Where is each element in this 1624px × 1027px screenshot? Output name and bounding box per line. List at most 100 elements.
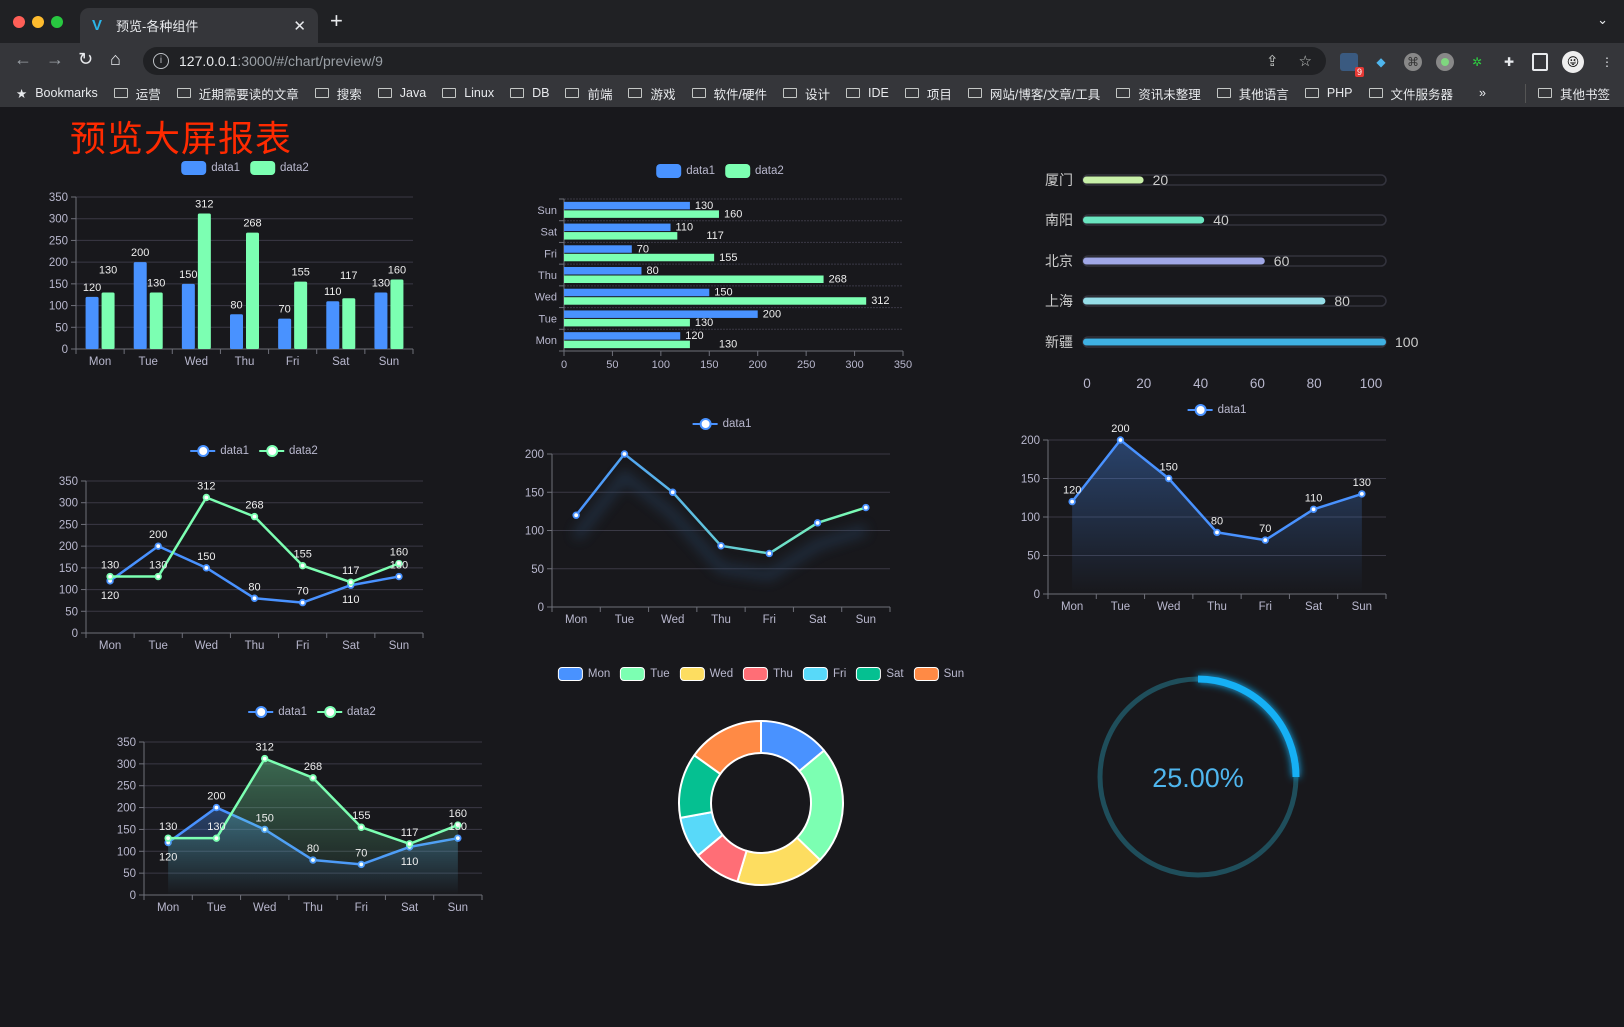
legend-item[interactable]: data2 — [250, 161, 309, 175]
legend-item[interactable]: data2 — [725, 164, 784, 178]
bookmark-folder[interactable]: 运营 — [113, 84, 161, 103]
close-tab-icon[interactable]: ✕ — [293, 17, 306, 35]
bookmark-folder[interactable]: 项目 — [904, 84, 952, 103]
bookmark-star-icon[interactable]: ☆ — [1298, 53, 1312, 70]
x-tick-label: 20 — [1136, 376, 1151, 391]
legend-swatch — [913, 667, 939, 681]
bar-data2 — [564, 318, 690, 327]
y-tick-label: Mon — [536, 335, 557, 347]
legend-item[interactable]: data2 — [317, 706, 376, 718]
progress-value-label: 60 — [1274, 253, 1290, 269]
close-window-button[interactable] — [13, 16, 25, 28]
legend-item[interactable]: Thu — [743, 667, 793, 681]
data-point — [395, 559, 403, 568]
minimize-window-button[interactable] — [32, 16, 44, 28]
bookmark-folder[interactable]: IDE — [846, 84, 889, 103]
bookmark-folder[interactable]: 设计 — [782, 84, 830, 103]
line-shadow — [572, 468, 868, 581]
bookmark-folder[interactable]: 前端 — [565, 84, 612, 103]
legend-item[interactable]: Fri — [802, 667, 846, 681]
bookmark-folder[interactable]: 软件/硬件 — [691, 84, 767, 103]
bookmark-other[interactable]: 其他书签 — [1524, 83, 1610, 103]
legend-item[interactable]: data1 — [656, 164, 715, 178]
legend-item[interactable]: data1 — [248, 706, 307, 718]
bookmarks-bar: ★ Bookmarks 运营 近期需要读的文章 搜索 Java Linux DB 前端 游戏 软件… — [0, 79, 1624, 107]
extension-command-icon[interactable]: ⌘ — [1404, 53, 1422, 71]
browser-menu-icon[interactable]: ⋮ — [1601, 55, 1613, 69]
progress-category-label: 厦门 — [1045, 172, 1073, 188]
progress-category-label: 新疆 — [1045, 334, 1073, 350]
legend-item[interactable]: Sun — [913, 667, 964, 681]
legend-swatch — [802, 667, 828, 681]
more-bookmarks-button[interactable]: » — [1479, 86, 1486, 100]
x-tick-label: Wed — [253, 902, 276, 914]
tab-search-chevron-icon[interactable]: ⌄ — [1597, 12, 1608, 27]
y-tick-label: 50 — [123, 868, 136, 880]
url-host: 127.0.0.1 — [179, 53, 238, 69]
tab-active[interactable]: V 预览-各种组件 ✕ — [80, 8, 318, 43]
legend-item[interactable]: Sat — [856, 667, 904, 681]
site-info-icon[interactable]: i — [153, 53, 169, 69]
reload-icon[interactable]: ↻ — [78, 49, 94, 69]
legend-item[interactable]: data2 — [259, 445, 318, 457]
bookmark-folder[interactable]: Java — [377, 84, 426, 103]
folder-icon — [113, 88, 128, 98]
y-tick-label: 100 — [49, 301, 68, 313]
home-icon[interactable]: ⌂ — [110, 49, 121, 69]
extension-star-icon[interactable]: ✲ — [1471, 55, 1483, 69]
legend-item[interactable]: data1 — [1187, 404, 1246, 416]
x-tick-label: Sat — [809, 614, 827, 626]
side-panel-icon[interactable] — [1532, 53, 1548, 71]
legend-item[interactable]: Wed — [679, 667, 733, 681]
x-tick-label: 0 — [561, 359, 567, 371]
bookmark-folder[interactable]: 文件服务器 — [1368, 84, 1453, 103]
bar-data1 — [85, 296, 99, 349]
bookmark-label: 运营 — [135, 87, 161, 102]
data-point — [395, 572, 403, 581]
x-tick-label: Mon — [89, 356, 111, 368]
folder-icon — [377, 88, 392, 98]
bar-data1 — [564, 310, 758, 318]
legend-label: Mon — [587, 668, 611, 680]
maximize-window-button[interactable] — [51, 16, 63, 28]
y-tick-label: 150 — [525, 487, 544, 499]
point-value-label: 155 — [293, 549, 311, 561]
bookmark-folder[interactable]: 资讯未整理 — [1116, 84, 1201, 103]
x-tick-label: 100 — [652, 359, 670, 371]
y-tick-label: 350 — [59, 476, 78, 488]
chart-4-axes: 0 50 100 150 200 Mon Tue Wed Thu Fri Sat Sun — [525, 449, 891, 626]
extension-gem-icon[interactable]: ◆ — [1376, 55, 1386, 69]
legend-item[interactable]: data1 — [692, 418, 751, 430]
share-icon[interactable]: ⇪ — [1265, 53, 1279, 70]
bookmark-folder[interactable]: Linux — [442, 84, 494, 103]
legend-item[interactable]: Tue — [620, 667, 670, 681]
point-value-label: 160 — [390, 547, 408, 559]
legend-swatch — [656, 164, 682, 178]
progress-value-label: 80 — [1334, 293, 1350, 309]
bookmark-folder[interactable]: DB — [510, 84, 549, 103]
new-tab-button[interactable]: + — [330, 8, 343, 33]
legend-item[interactable]: data1 — [190, 445, 249, 457]
back-icon[interactable]: ← — [14, 49, 32, 69]
bookmarks-button[interactable]: ★ Bookmarks — [16, 86, 98, 101]
bookmark-folder[interactable]: 游戏 — [628, 84, 676, 103]
point-value-label: 160 — [449, 808, 467, 820]
extension-circle-icon[interactable] — [1436, 53, 1454, 71]
extensions-puzzle-icon[interactable]: ✚ — [1503, 55, 1515, 69]
point-value-label: 70 — [355, 847, 367, 859]
bookmark-folder[interactable]: 网站/博客/文章/工具 — [967, 84, 1100, 103]
bookmark-folder[interactable]: PHP — [1304, 84, 1353, 103]
point-value-label: 80 — [248, 581, 260, 593]
address-bar[interactable]: i 127.0.0.1:3000/#/chart/preview/9 ⇪ ☆ — [143, 47, 1326, 75]
bookmark-folder[interactable]: 搜索 — [314, 84, 362, 103]
extension-grid-icon[interactable]: 9 — [1340, 53, 1364, 77]
bar-data2 — [564, 297, 867, 305]
x-tick-label: Fri — [763, 614, 776, 626]
legend-item[interactable]: data1 — [181, 161, 240, 175]
bookmark-folder[interactable]: 近期需要读的文章 — [176, 84, 299, 103]
bookmark-folder[interactable]: 其他语言 — [1216, 84, 1289, 103]
profile-avatar[interactable]: 😜 — [1562, 51, 1584, 73]
bar-data2 — [101, 292, 115, 349]
legend-item[interactable]: Mon — [557, 667, 611, 681]
forward-icon[interactable]: → — [46, 49, 64, 69]
